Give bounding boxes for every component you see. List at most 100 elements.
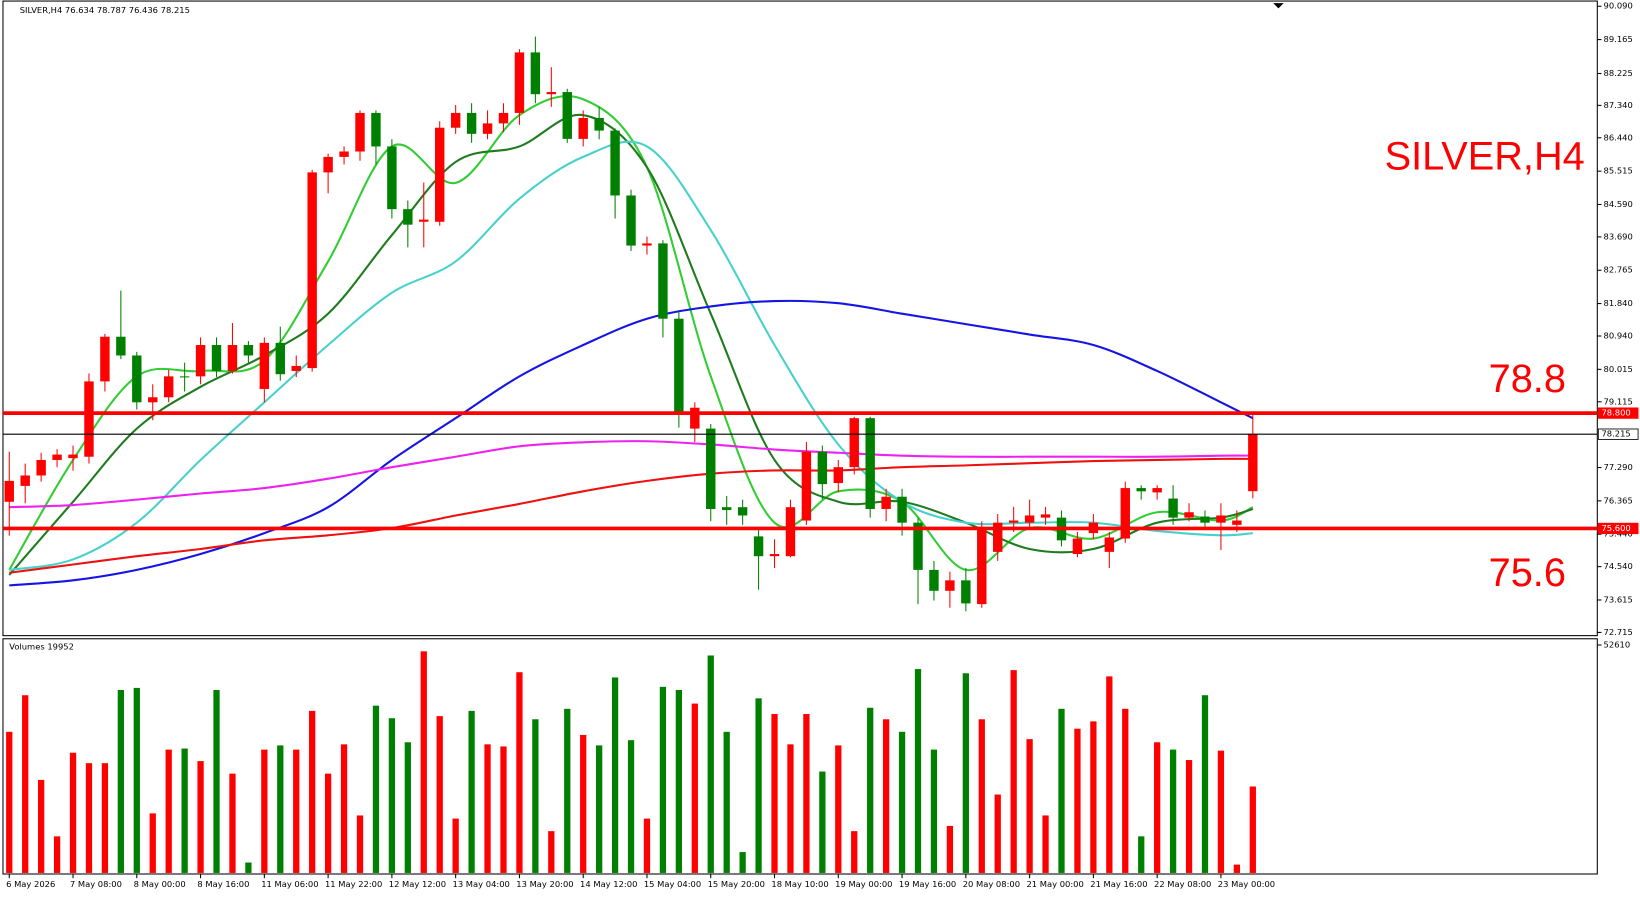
moving-average [9, 440, 1253, 509]
chart-annotation: SILVER,H4 [1385, 134, 1585, 178]
volume-bar [1010, 670, 1017, 873]
candle-body [721, 507, 732, 511]
volume-bar [994, 794, 1001, 873]
candle-body [530, 52, 541, 95]
price-panel [2, 0, 1598, 637]
volume-bar [739, 852, 746, 873]
candle-body [450, 112, 461, 128]
candle-body [785, 507, 796, 557]
candle-body [4, 480, 14, 502]
x-tick-label: 18 May 10:00 [771, 879, 828, 889]
y-tick-label: 81.840 [1604, 298, 1633, 308]
volume-bar [755, 698, 762, 873]
x-tick-label: 21 May 00:00 [1026, 879, 1083, 889]
volume-bar [1249, 786, 1256, 873]
candle-body [179, 376, 190, 378]
volume-bar [484, 744, 491, 873]
volume-bar [388, 718, 396, 873]
x-tick-label: 21 May 16:00 [1090, 879, 1147, 889]
volume-bar [691, 703, 698, 873]
candle-body [945, 580, 955, 591]
candle-body [403, 209, 413, 225]
y-tick-label: 73.615 [1604, 594, 1633, 604]
volume-bar [835, 745, 842, 873]
candle-body [52, 454, 62, 460]
x-tick-label: 13 May 04:00 [453, 879, 510, 889]
candle-body [419, 219, 429, 222]
y-tick-label: 52610 [1604, 640, 1631, 650]
volume-bar [1217, 750, 1225, 873]
candle-body [546, 92, 557, 95]
moving-average [9, 457, 1253, 574]
volume-bar [1201, 695, 1209, 873]
volume-bar [468, 710, 475, 873]
volume-bar [1154, 742, 1161, 873]
volume-bar [1026, 739, 1033, 873]
candle-body [690, 407, 700, 429]
candle-body [642, 243, 652, 246]
candle-body [514, 52, 525, 113]
y-tick-label: 85.515 [1604, 166, 1633, 176]
candle-body [658, 243, 668, 319]
moving-average [8, 113, 1254, 576]
y-tick-label: 89.165 [1604, 34, 1633, 44]
chart-title: SILVER,H4 76.634 78.787 76.436 78.215 [20, 5, 190, 15]
candle-body [259, 342, 270, 389]
candle-body [578, 117, 588, 139]
volume-bar [516, 672, 523, 873]
candle-body [371, 112, 381, 147]
y-tick-label: 79.115 [1604, 396, 1633, 406]
y-tick-label: 87.340 [1604, 100, 1633, 110]
level-annotation: 75.6 [1489, 551, 1566, 595]
candle-body [801, 451, 812, 521]
volume-bar [819, 771, 826, 873]
volume-bar [1233, 864, 1241, 873]
candle-body [1072, 538, 1083, 555]
candle-body [100, 336, 110, 382]
volume-bar [53, 836, 61, 873]
candle-body [1248, 434, 1258, 492]
volume-bar [452, 818, 459, 873]
candle-body [594, 117, 604, 131]
x-tick-label: 7 May 08:00 [70, 879, 122, 889]
y-tick-label: 90.090 [1604, 1, 1633, 11]
moving-average [9, 140, 1253, 571]
y-tick-label: 74.540 [1604, 561, 1633, 571]
candle-body [737, 507, 748, 516]
volume-bar [229, 773, 236, 873]
volume-bar [340, 744, 348, 873]
volume-bar [38, 779, 45, 873]
x-tick-label: 8 May 16:00 [197, 879, 249, 889]
volume-bar [580, 734, 587, 873]
candle-body [562, 92, 572, 139]
candle-body [1040, 514, 1051, 518]
x-tick-label: 15 May 04:00 [644, 879, 701, 889]
volume-bar [85, 763, 93, 873]
candle-body [243, 345, 254, 356]
volume-bar [404, 742, 411, 873]
candle-body [116, 336, 126, 356]
candle-body [1152, 488, 1162, 493]
y-tick-label: 88.225 [1604, 68, 1633, 78]
volume-bar [245, 862, 252, 873]
x-tick-label: 23 May 00:00 [1218, 879, 1275, 889]
volume-bar [293, 749, 300, 873]
candle-body [20, 475, 30, 486]
volume-bar [133, 687, 140, 873]
candle-body [1200, 516, 1210, 523]
volume-bar [165, 749, 172, 873]
volume-bar [548, 831, 555, 873]
volume-bar [611, 677, 619, 873]
volume-bar [675, 689, 682, 873]
volume-bar [436, 716, 443, 873]
y-tick-label: 77.290 [1604, 462, 1633, 472]
candle-body [163, 376, 174, 398]
volume-bar [1090, 721, 1097, 873]
volume-bar [564, 708, 571, 873]
x-tick-label: 22 May 08:00 [1154, 879, 1211, 889]
candle-body [339, 151, 349, 157]
volume-bar [197, 761, 204, 873]
volume-bar [420, 651, 427, 873]
level-annotation: 78.8 [1489, 357, 1566, 401]
